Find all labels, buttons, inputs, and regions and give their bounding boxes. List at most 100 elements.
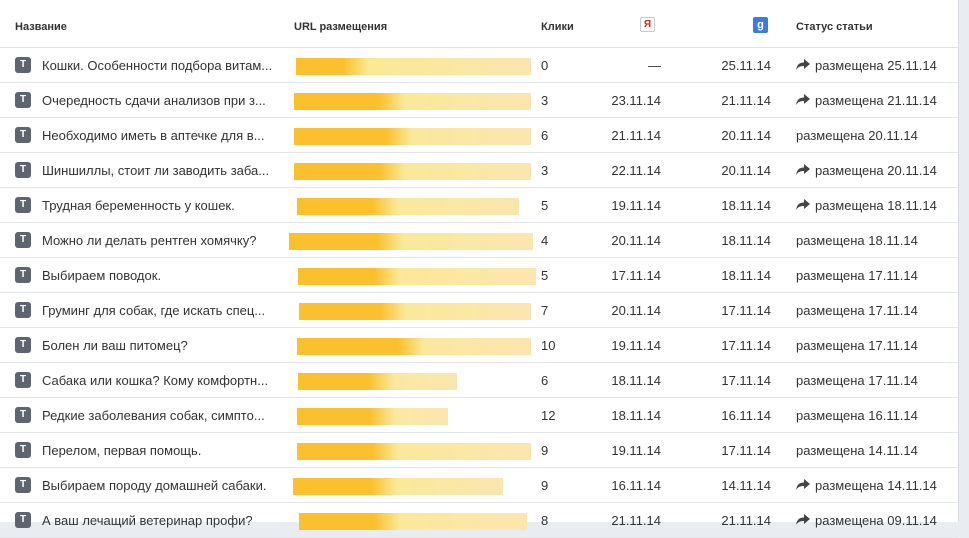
table-row[interactable]: T Выбираем поводок. 5 17.11.14 18.11.14 разме…	[0, 258, 958, 293]
article-status: размещена 17.11.14	[796, 303, 918, 318]
article-title-link[interactable]: Выбираем породу домашней сабаки.	[42, 478, 267, 493]
placement-url-bar-fade	[377, 233, 403, 250]
column-header-name[interactable]: Название	[15, 21, 67, 33]
text-type-icon: T	[15, 477, 31, 493]
table-row[interactable]: T Кошки. Особенности подбора витам... 0 — 25…	[0, 48, 958, 83]
google-index-date: 17.11.14	[721, 443, 771, 458]
article-title-link[interactable]: А ваш лечащий ветеринар профи?	[42, 513, 253, 528]
placement-url-bar-fade	[372, 443, 398, 460]
yandex-index-date: 18.11.14	[611, 373, 661, 388]
table-row[interactable]: T Сабака или кошка? Кому комфортн... 6 18.1…	[0, 363, 958, 398]
table-row[interactable]: T Болен ли ваш питомец? 10 19.11.14 17.11.14…	[0, 328, 958, 363]
placement-url-bar-fill	[297, 338, 398, 355]
table-row[interactable]: T Груминг для собак, где искать спец... 7 2…	[0, 293, 958, 328]
placement-url-bar-fill	[294, 163, 379, 180]
table-row[interactable]: T Можно ли делать рентген хомячку? 4 20.11.…	[0, 223, 958, 258]
yandex-index-date: 19.11.14	[611, 338, 661, 353]
article-status-text: размещена 17.11.14	[796, 338, 918, 353]
article-title-link[interactable]: Можно ли делать рентген хомячку?	[42, 233, 257, 248]
article-status-text: размещена 09.11.14	[815, 513, 937, 528]
article-title-link[interactable]: Выбираем поводок.	[42, 268, 162, 283]
table-row[interactable]: T Очередность сдачи анализов при з... 3 23.…	[0, 83, 958, 118]
article-title-link[interactable]: Груминг для собак, где искать спец...	[42, 303, 266, 318]
google-index-date: 21.11.14	[721, 513, 771, 528]
article-title-link[interactable]: Очередность сдачи анализов при з...	[42, 93, 266, 108]
yandex-index-date: 21.11.14	[611, 128, 661, 143]
placement-url-bar[interactable]	[294, 93, 531, 110]
placement-url-bar[interactable]	[294, 128, 531, 145]
google-index-date: 17.11.14	[721, 373, 771, 388]
article-status-text: размещена 17.11.14	[796, 268, 918, 283]
placement-url-bar-fade	[371, 478, 397, 495]
text-type-icon: T	[15, 302, 31, 318]
yandex-index-date: 18.11.14	[611, 408, 661, 423]
article-title-link[interactable]: Кошки. Особенности подбора витам...	[42, 58, 273, 73]
clicks-count: 0	[541, 58, 549, 73]
placement-url-bar[interactable]	[299, 303, 531, 320]
article-status: размещена 18.11.14	[796, 198, 937, 213]
article-status: размещена 14.11.14	[796, 443, 918, 458]
article-title-link[interactable]: Шиншиллы, стоит ли заводить заба...	[42, 163, 270, 178]
article-title-link[interactable]: Болен ли ваш питомец?	[42, 338, 188, 353]
yandex-icon[interactable]: Я	[640, 17, 655, 32]
article-title-link[interactable]: Необходимо иметь в аптечке для в...	[42, 128, 265, 143]
article-status: размещена 18.11.14	[796, 233, 918, 248]
share-arrow-icon	[796, 94, 810, 106]
article-title-link[interactable]: Редкие заболевания собак, симпто...	[42, 408, 265, 423]
placement-url-bar[interactable]	[297, 443, 531, 460]
clicks-count: 12	[541, 408, 556, 423]
article-status-text: размещена 17.11.14	[796, 373, 918, 388]
table-row[interactable]: T Трудная беременность у кошек. 5 19.11.14 1…	[0, 188, 958, 223]
placement-url-bar-fade	[379, 163, 405, 180]
google-index-date: 25.11.14	[721, 58, 771, 73]
articles-table: Название URL размещения Клики Я g Статус…	[0, 0, 959, 530]
clicks-count: 3	[541, 163, 549, 178]
google-index-date: 20.11.14	[721, 163, 771, 178]
placement-url-bar-fill	[294, 93, 379, 110]
column-header-url[interactable]: URL размещения	[294, 21, 388, 33]
google-index-date: 18.11.14	[721, 233, 771, 248]
share-arrow-icon	[796, 59, 810, 71]
placement-url-bar-fill	[294, 128, 386, 145]
placement-url-bar[interactable]	[297, 338, 531, 355]
article-title-link[interactable]: Трудная беременность у кошек.	[42, 198, 235, 213]
text-type-icon: T	[15, 197, 31, 213]
article-title-link[interactable]: Перелом, первая помощь.	[42, 443, 202, 458]
yandex-index-date: 23.11.14	[611, 93, 661, 108]
placement-url-bar-fill	[296, 58, 343, 75]
clicks-count: 7	[541, 303, 549, 318]
text-type-icon: T	[15, 57, 31, 73]
placement-url-bar[interactable]	[296, 58, 531, 75]
table-row[interactable]: T Шиншиллы, стоит ли заводить заба... 3 22.…	[0, 153, 958, 188]
table-row[interactable]: T Редкие заболевания собак, симпто... 12 18…	[0, 398, 958, 433]
placement-url-bar[interactable]	[294, 163, 531, 180]
article-status: размещена 21.11.14	[796, 93, 937, 108]
table-row[interactable]: T А ваш лечащий ветеринар профи? 8 21.11.14…	[0, 503, 958, 538]
google-icon[interactable]: g	[753, 17, 768, 33]
table-row[interactable]: T Необходимо иметь в аптечке для в... 6 21.…	[0, 118, 958, 153]
placement-url-bar[interactable]	[289, 233, 533, 250]
article-status-text: размещена 16.11.14	[796, 408, 918, 423]
placement-url-bar[interactable]	[297, 198, 519, 215]
text-type-icon: T	[15, 267, 31, 283]
table-row[interactable]: T Выбираем породу домашней сабаки. 9 16.11.…	[0, 468, 958, 503]
placement-url-bar[interactable]	[293, 478, 503, 495]
placement-url-bar-fill	[293, 478, 371, 495]
article-status-text: размещена 17.11.14	[796, 303, 918, 318]
column-header-status[interactable]: Статус статьи	[796, 21, 873, 33]
placement-url-bar[interactable]	[298, 373, 457, 390]
yandex-index-date: —	[648, 58, 661, 73]
placement-url-bar[interactable]	[297, 408, 448, 425]
placement-url-bar[interactable]	[298, 268, 536, 285]
clicks-count: 9	[541, 443, 549, 458]
table-row[interactable]: T Перелом, первая помощь. 9 19.11.14 17.11.1…	[0, 433, 958, 468]
article-title-link[interactable]: Сабака или кошка? Кому комфортн...	[42, 373, 269, 388]
share-arrow-icon	[796, 164, 810, 176]
column-header-clicks[interactable]: Клики	[541, 21, 574, 33]
clicks-count: 6	[541, 128, 549, 143]
placement-url-bar-fill	[289, 233, 377, 250]
placement-url-bar-fill	[299, 303, 380, 320]
article-status: размещена 17.11.14	[796, 373, 918, 388]
article-status: размещена 14.11.14	[796, 478, 937, 493]
placement-url-bar-fill	[298, 373, 368, 390]
